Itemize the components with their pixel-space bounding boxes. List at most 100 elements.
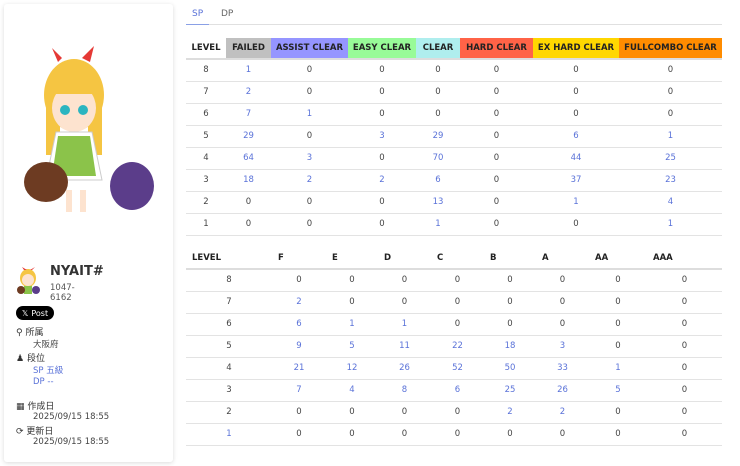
count-cell[interactable]: 52 — [431, 357, 484, 380]
table-row: 4 21 12 26 52 50 33 1 0 — [186, 357, 722, 380]
column-header: CLEAR — [416, 38, 460, 60]
count-cell[interactable]: 2 — [271, 169, 348, 192]
count-cell[interactable]: 3 — [348, 125, 416, 148]
count-cell: 0 — [416, 59, 460, 82]
rank-dp-link[interactable]: DP -- — [33, 377, 54, 387]
count-cell[interactable]: 18 — [484, 335, 536, 358]
count-cell: 0 — [536, 423, 589, 446]
count-cell[interactable]: 1 — [619, 213, 722, 236]
count-cell[interactable]: 2 — [272, 291, 326, 314]
count-cell: 0 — [431, 313, 484, 336]
affiliation-label: 所属 — [25, 328, 44, 338]
count-cell[interactable]: 2 — [536, 401, 589, 424]
count-cell: 0 — [484, 269, 536, 292]
count-cell: 0 — [348, 81, 416, 104]
tab-dp[interactable]: DP — [221, 9, 234, 19]
level-cell: 5 — [186, 125, 226, 148]
count-cell[interactable]: 4 — [326, 379, 378, 402]
count-cell[interactable]: 29 — [416, 125, 460, 148]
count-cell[interactable]: 25 — [484, 379, 536, 402]
count-cell[interactable]: 50 — [484, 357, 536, 380]
column-header: HARD CLEAR — [460, 38, 533, 60]
count-cell[interactable]: 23 — [619, 169, 722, 192]
tab-sp[interactable]: SP — [186, 9, 210, 25]
count-cell: 0 — [326, 291, 378, 314]
updated-label: 更新日 — [26, 427, 54, 437]
count-cell[interactable]: 70 — [416, 147, 460, 170]
map-marker-icon: ⚲ — [16, 328, 23, 338]
count-cell[interactable]: 18 — [226, 169, 271, 192]
count-cell: 0 — [431, 401, 484, 424]
count-cell[interactable]: 1 — [226, 59, 271, 82]
count-cell: 0 — [619, 81, 722, 104]
calendar-icon: ▦ — [16, 402, 25, 412]
count-cell: 0 — [271, 59, 348, 82]
count-cell[interactable]: 6 — [431, 379, 484, 402]
level-cell: 2 — [186, 401, 272, 424]
count-cell[interactable]: 11 — [378, 335, 431, 358]
count-cell[interactable]: 7 — [272, 379, 326, 402]
count-cell[interactable]: 26 — [536, 379, 589, 402]
rank-sp-link[interactable]: SP 五級 — [33, 366, 64, 376]
count-cell[interactable]: 1 — [589, 357, 647, 380]
count-cell[interactable]: 12 — [326, 357, 378, 380]
count-cell[interactable]: 7 — [226, 103, 271, 126]
count-cell[interactable]: 1 — [533, 191, 619, 214]
level-cell: 2 — [186, 191, 226, 214]
count-cell[interactable]: 1 — [416, 213, 460, 236]
count-cell: 0 — [589, 313, 647, 336]
column-header: ASSIST CLEAR — [271, 38, 348, 60]
column-header: E — [326, 248, 378, 270]
count-cell: 0 — [589, 269, 647, 292]
count-cell[interactable]: 2 — [226, 81, 271, 104]
count-cell[interactable]: 5 — [589, 379, 647, 402]
count-cell[interactable]: 3 — [536, 335, 589, 358]
count-cell[interactable]: 5 — [326, 335, 378, 358]
level-cell: 6 — [186, 103, 226, 126]
count-cell[interactable]: 8 — [378, 379, 431, 402]
count-cell[interactable]: 1 — [326, 313, 378, 336]
count-cell: 0 — [378, 423, 431, 446]
column-header: LEVEL — [186, 248, 272, 270]
table-row: 2 0 0 0 13 0 1 4 — [186, 191, 722, 214]
count-cell[interactable]: 4 — [619, 191, 722, 214]
count-cell[interactable]: 33 — [536, 357, 589, 380]
count-cell[interactable]: 6 — [416, 169, 460, 192]
level-cell: 5 — [186, 335, 272, 358]
count-cell: 0 — [226, 191, 271, 214]
count-cell[interactable]: 25 — [619, 147, 722, 170]
count-cell[interactable]: 22 — [431, 335, 484, 358]
count-cell[interactable]: 44 — [533, 147, 619, 170]
count-cell: 0 — [589, 423, 647, 446]
count-cell[interactable]: 9 — [272, 335, 326, 358]
count-cell: 0 — [272, 269, 326, 292]
x-post-button[interactable]: 𝕏 Post — [16, 306, 54, 320]
clear-lamp-table: LEVEL FAILED ASSIST CLEAR EASY CLEAR CLEAR HA… — [186, 38, 722, 236]
count-cell[interactable]: 6 — [533, 125, 619, 148]
count-cell[interactable]: 13 — [416, 191, 460, 214]
level-cell: 8 — [186, 269, 272, 292]
count-cell[interactable]: 1 — [378, 313, 431, 336]
count-cell: 0 — [431, 269, 484, 292]
count-cell[interactable]: 1 — [271, 103, 348, 126]
count-cell[interactable]: 3 — [271, 147, 348, 170]
count-cell[interactable]: 26 — [378, 357, 431, 380]
count-cell: 0 — [272, 401, 326, 424]
count-cell[interactable]: 1 — [619, 125, 722, 148]
level-cell[interactable]: 1 — [186, 423, 272, 446]
count-cell[interactable]: 2 — [484, 401, 536, 424]
count-cell: 0 — [484, 291, 536, 314]
count-cell: 0 — [416, 103, 460, 126]
count-cell: 0 — [460, 191, 533, 214]
rank-icon: ♟ — [16, 354, 25, 364]
count-cell: 0 — [431, 423, 484, 446]
player-name: NYAIT# — [50, 264, 104, 279]
count-cell[interactable]: 64 — [226, 147, 271, 170]
count-cell[interactable]: 2 — [348, 169, 416, 192]
count-cell[interactable]: 37 — [533, 169, 619, 192]
count-cell[interactable]: 29 — [226, 125, 271, 148]
count-cell: 0 — [460, 125, 533, 148]
count-cell[interactable]: 6 — [272, 313, 326, 336]
count-cell[interactable]: 21 — [272, 357, 326, 380]
